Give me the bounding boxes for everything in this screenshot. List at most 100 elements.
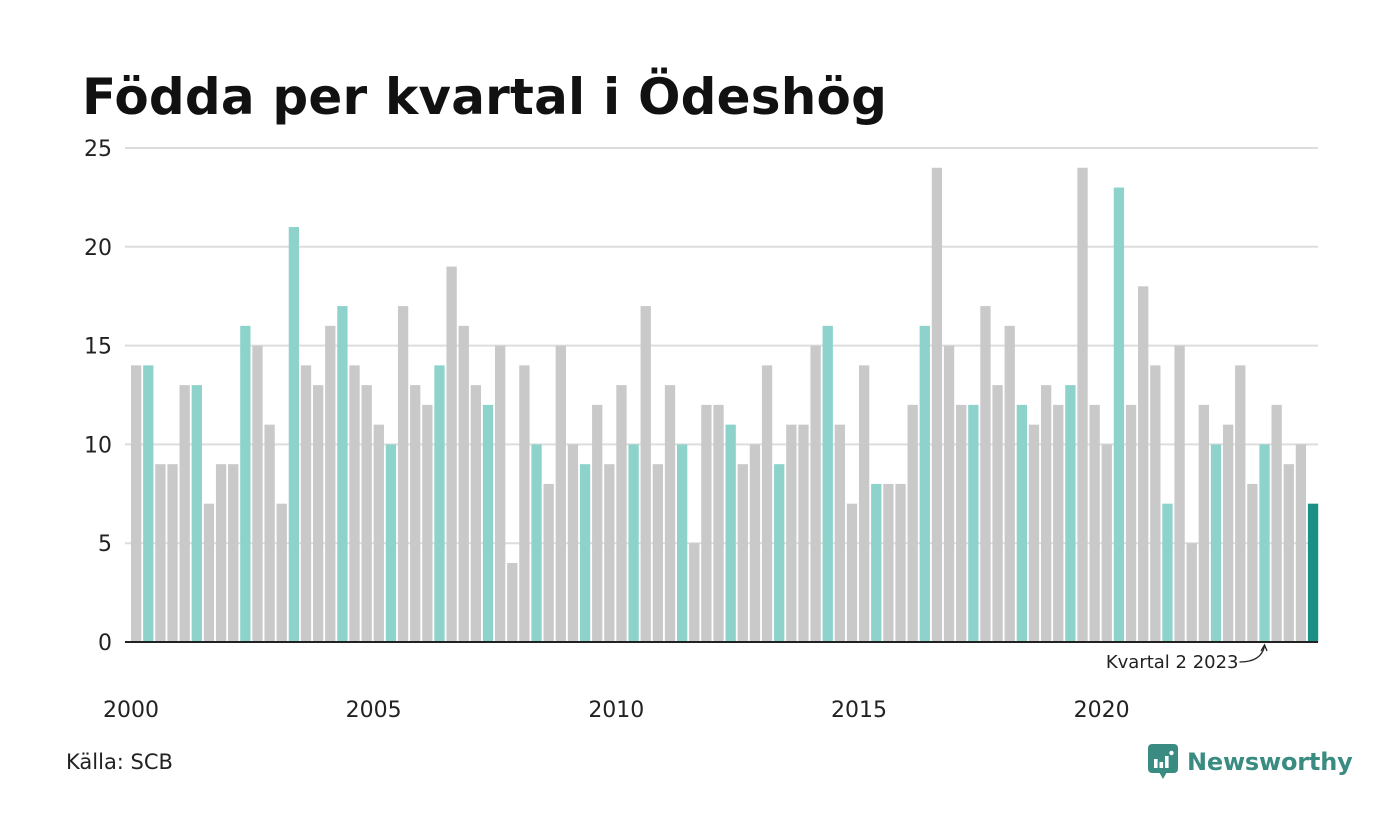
bar	[1004, 325, 1015, 642]
bar	[446, 266, 457, 642]
bar	[373, 424, 384, 642]
bar	[834, 424, 846, 642]
y-tick-label: 25	[84, 137, 112, 162]
bar	[191, 385, 202, 642]
bar	[240, 325, 251, 642]
bar	[228, 464, 239, 642]
bar	[167, 464, 178, 642]
bar	[215, 464, 227, 642]
bar	[846, 503, 858, 642]
bar	[992, 385, 1003, 642]
bar	[749, 444, 761, 642]
bar	[1162, 503, 1173, 642]
bar	[325, 325, 336, 642]
bar	[1101, 444, 1112, 642]
bar	[531, 444, 542, 642]
bar	[203, 503, 215, 642]
bar	[1247, 483, 1258, 642]
bar	[494, 345, 506, 642]
bar	[810, 345, 821, 642]
bar	[822, 325, 833, 642]
bar	[713, 404, 724, 642]
x-tick-label: 2000	[103, 698, 159, 723]
bar	[895, 483, 906, 642]
bar	[871, 483, 882, 642]
bar	[1040, 385, 1052, 642]
bar	[907, 404, 918, 642]
bar	[579, 464, 591, 642]
bar	[1283, 464, 1294, 642]
bar	[786, 424, 797, 642]
bar	[1089, 404, 1100, 642]
bar	[397, 306, 409, 642]
annotation-arrowhead	[1260, 643, 1268, 652]
bar	[798, 424, 809, 642]
bar	[1053, 404, 1064, 642]
bar	[1113, 187, 1125, 642]
x-tick-label: 2005	[346, 698, 402, 723]
x-tick-label: 2020	[1074, 698, 1130, 723]
bar	[410, 385, 421, 642]
bar	[470, 385, 482, 642]
bar	[1307, 503, 1319, 642]
bar	[179, 385, 190, 642]
bar	[264, 424, 275, 642]
bar	[592, 404, 603, 642]
bar	[276, 503, 287, 642]
bar	[1174, 345, 1185, 642]
x-tick-label: 2010	[588, 698, 644, 723]
y-tick-label: 5	[98, 532, 112, 557]
bar	[616, 385, 627, 642]
y-tick-label: 0	[98, 631, 112, 656]
bar	[1065, 385, 1076, 642]
bar	[640, 306, 651, 642]
bar	[252, 345, 263, 642]
y-tick-label: 15	[84, 335, 112, 360]
bar	[543, 483, 554, 642]
bar	[337, 306, 348, 642]
bar	[1077, 167, 1088, 642]
bar	[968, 404, 979, 642]
bar	[652, 464, 664, 642]
bar	[883, 483, 894, 642]
bar	[458, 325, 469, 642]
annotation-arrow	[1239, 645, 1266, 663]
bar	[288, 227, 300, 643]
bar	[555, 345, 566, 642]
newsworthy-logo-icon	[1148, 744, 1178, 779]
bar	[956, 404, 967, 642]
bar	[725, 424, 736, 642]
bar	[676, 444, 688, 642]
bar	[349, 365, 360, 642]
bar	[422, 404, 433, 642]
bar	[312, 385, 324, 642]
newsworthy-brand: Newsworthy	[1148, 744, 1353, 780]
bar	[689, 543, 700, 642]
bar	[1222, 424, 1234, 642]
bar	[507, 562, 518, 642]
bar	[761, 365, 773, 642]
bar	[980, 306, 991, 642]
bar	[931, 167, 943, 642]
bar	[300, 365, 312, 642]
bar	[482, 404, 494, 642]
source-label: Källa: SCB	[66, 750, 173, 774]
brand-name: Newsworthy	[1187, 748, 1353, 776]
bar	[604, 464, 615, 642]
bar	[737, 464, 748, 642]
y-tick-label: 20	[84, 236, 112, 261]
bar	[1259, 444, 1270, 642]
x-tick-label: 2015	[831, 698, 887, 723]
annotation-label: Kvartal 2 2023	[1106, 652, 1239, 673]
bar	[361, 385, 372, 642]
bar	[664, 385, 676, 642]
bar	[1235, 365, 1246, 642]
bar	[1271, 404, 1282, 642]
bar	[628, 444, 639, 642]
bar	[155, 464, 166, 642]
y-tick-label: 10	[84, 433, 112, 458]
bar	[1125, 404, 1137, 642]
bar	[434, 365, 445, 642]
bar	[1210, 444, 1222, 642]
